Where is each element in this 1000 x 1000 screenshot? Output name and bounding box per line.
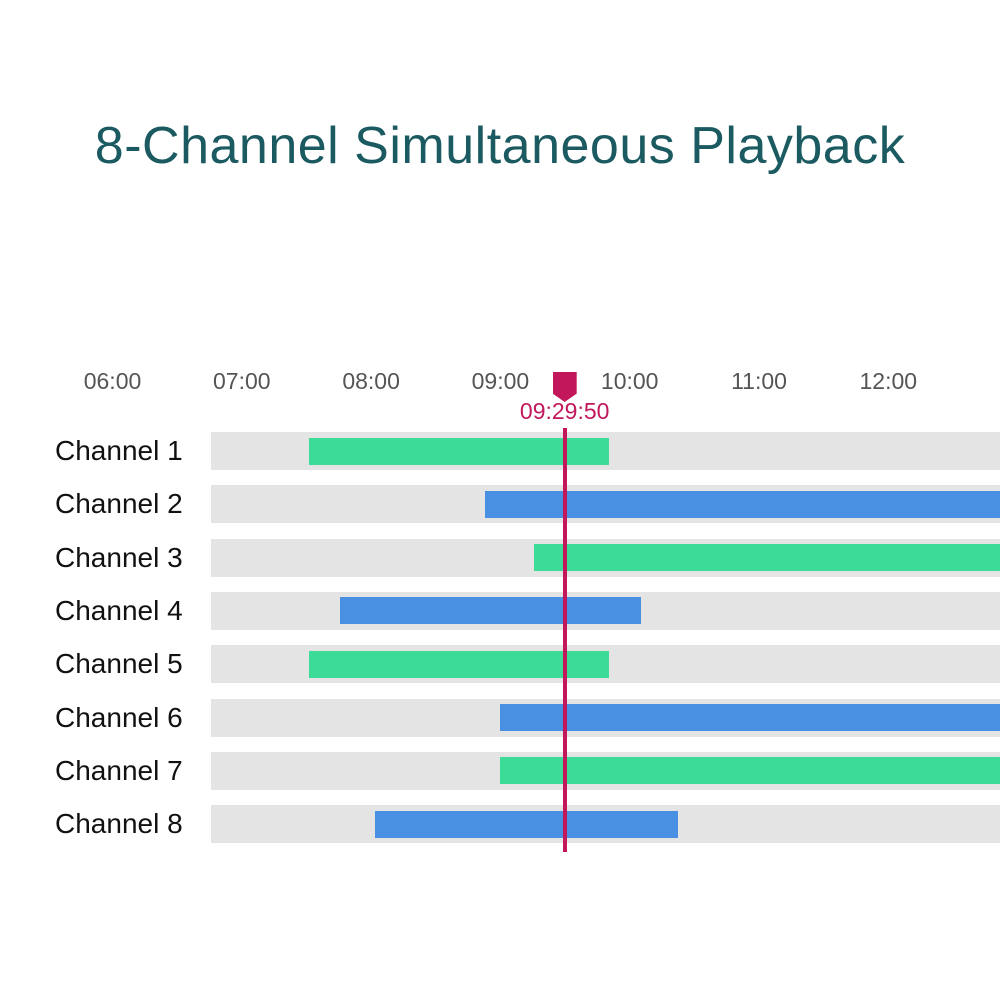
playback-segment[interactable]: [534, 544, 1000, 572]
channel-label: Channel 1: [55, 435, 183, 466]
channel-label: Channel 5: [55, 648, 183, 680]
time-tick-label: 06:00: [83, 368, 142, 394]
time-tick-label: 10:00: [600, 368, 659, 394]
channel-track[interactable]: [211, 645, 1000, 684]
channel-label: Channel 3: [55, 541, 183, 573]
playhead-line[interactable]: [562, 428, 567, 852]
time-tick-label: 08:00: [342, 368, 400, 394]
channel-label: Channel 4: [55, 594, 183, 626]
page-title: 8-Channel Simultaneous Playback: [94, 117, 906, 175]
playback-segment[interactable]: [309, 437, 609, 465]
playhead-time-label: 09:29:50: [519, 398, 610, 424]
channel-label: Channel 6: [55, 701, 183, 733]
time-tick-label: 09:00: [471, 368, 530, 394]
time-tick-label: 07:00: [213, 368, 271, 394]
channel-track[interactable]: [211, 538, 1000, 577]
channel-track[interactable]: [211, 698, 1000, 737]
channel-label: Channel 2: [55, 488, 183, 520]
time-tick-label: 12:00: [859, 368, 918, 394]
channel-label: Channel 7: [55, 754, 183, 786]
playback-segment[interactable]: [309, 650, 609, 678]
playback-segment[interactable]: [374, 810, 678, 838]
playback-segment[interactable]: [484, 490, 1000, 518]
time-tick-label: 11:00: [731, 368, 787, 394]
channel-track[interactable]: [211, 432, 1000, 470]
channel-track[interactable]: [211, 591, 1000, 630]
playback-segment[interactable]: [340, 597, 642, 625]
channel-track[interactable]: [211, 805, 1000, 844]
channel-track[interactable]: [211, 485, 1000, 524]
playback-segment[interactable]: [500, 757, 1000, 785]
playback-segment[interactable]: [500, 704, 1000, 731]
channel-track[interactable]: [211, 751, 1000, 790]
channel-label: Channel 8: [55, 808, 183, 840]
